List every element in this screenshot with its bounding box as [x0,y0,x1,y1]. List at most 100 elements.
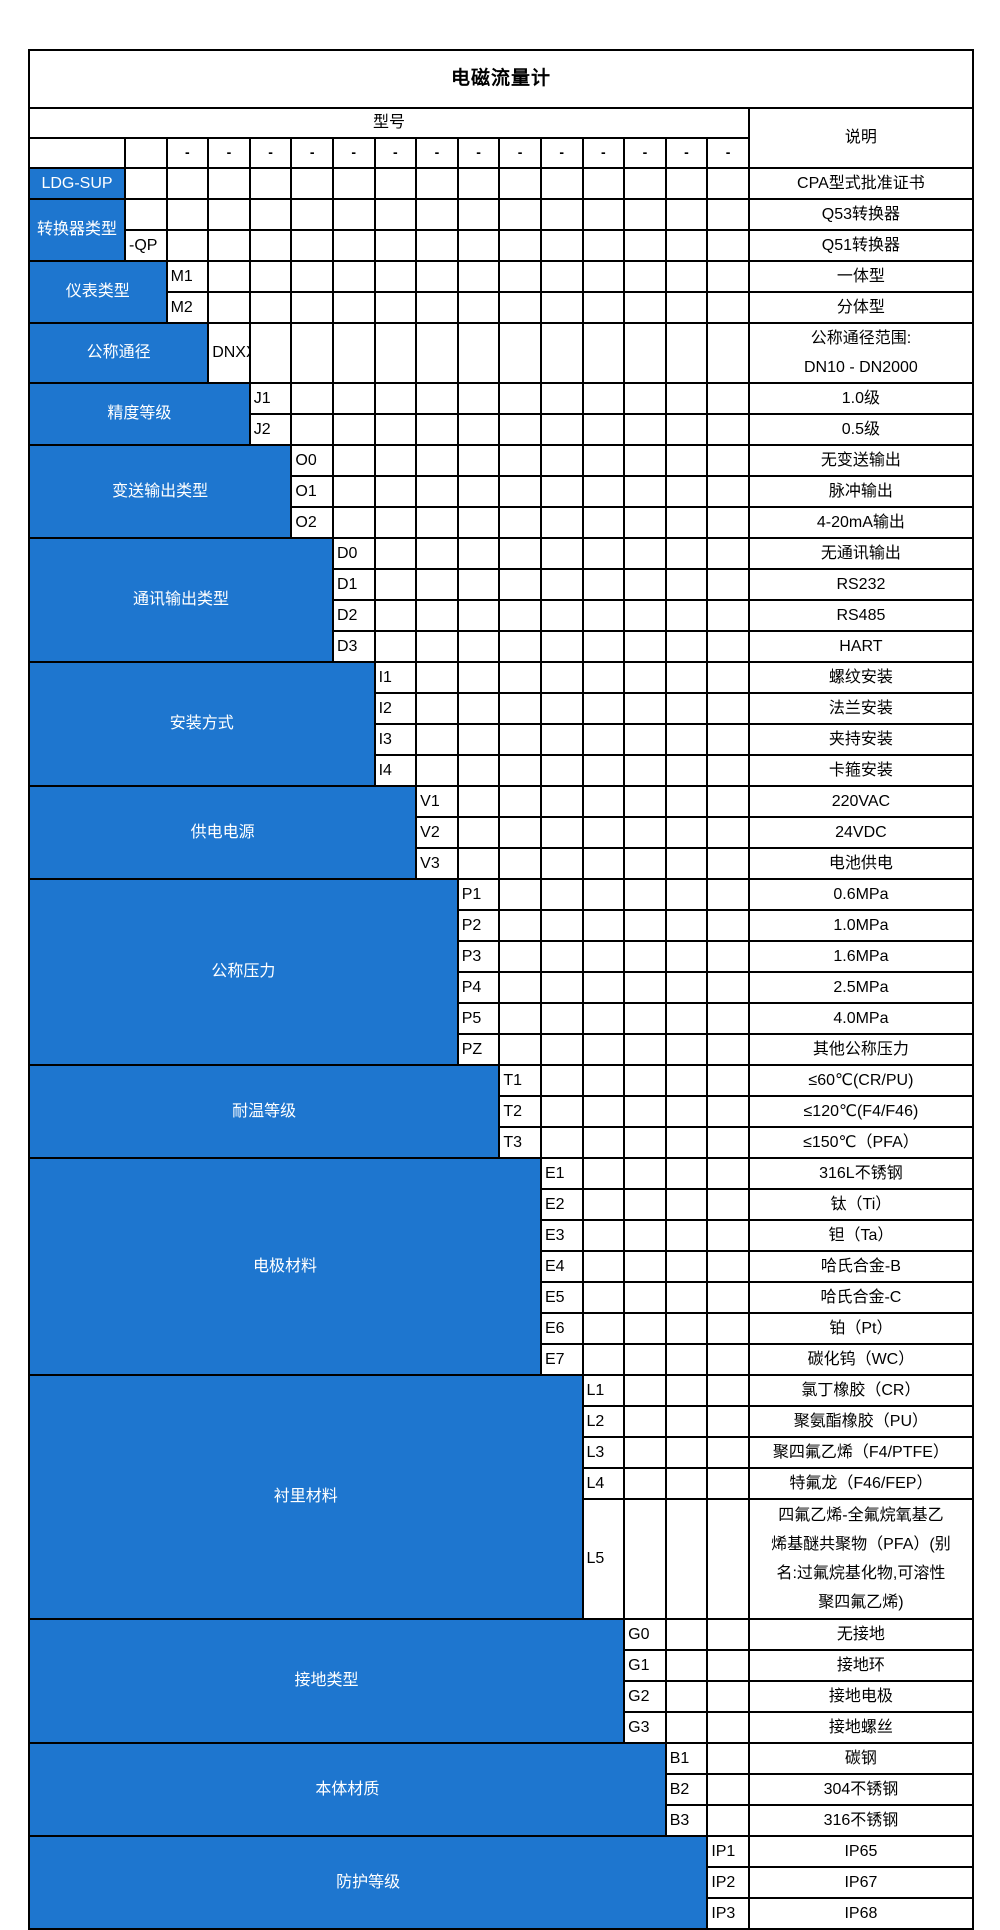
code-cell-j2: J2 [248,413,293,446]
blank-cell [706,1064,750,1097]
table-row: B2 304不锈钢 [29,1773,974,1806]
blank-cell [539,723,584,756]
blank-cell [290,291,334,324]
desc-cell-lining-material-2: 聚四氟乙烯（F4/PTFE） [747,1436,974,1469]
blank-cell [539,1033,584,1066]
code-cell-o1: O1 [290,475,334,508]
blank-cell [664,291,709,324]
desc-cell-body-material-2: 316不锈钢 [747,1804,974,1837]
blank-cell [248,322,293,384]
category-cell-comm-output-type: 通讯输出类型 [28,537,334,663]
blank-cell [623,506,667,539]
desc-cell-grounding-type-2: 接地电极 [747,1680,974,1713]
blank-cell [706,1095,750,1128]
desc-cell-comm-output-type-2: RS485 [747,599,974,632]
code-cell-b1: B1 [664,1742,709,1775]
code-cell-pz: PZ [456,1033,501,1066]
blank-cell [664,444,709,477]
blank-cell [415,568,459,601]
blank-cell [623,1126,667,1159]
blank-cell [373,260,418,293]
desc-cell-installation-type-3: 卡箍安装 [747,754,974,787]
blank-cell [373,167,418,200]
blank-cell [415,723,459,756]
table-row: 公称通径DNXX 公称通径范围:DN10 - DN2000 [27,322,974,384]
blank-cell [456,198,501,231]
blank-cell [248,198,293,231]
blank-cell [539,940,584,973]
code-cell-g1: G1 [623,1649,667,1682]
title-row: 电磁流量计 [28,49,974,109]
code-cell-g2: G2 [623,1680,667,1713]
desc-cell-converter-type-1: Q51转换器 [747,229,974,262]
blank-cell [581,630,626,663]
blank-cell [623,1002,667,1035]
blank-cell [331,413,376,446]
blank-cell [706,599,750,632]
desc-cell-temperature-class-1: ≤120℃(F4/F46) [747,1095,974,1128]
blank-cell [539,909,584,942]
blank-cell [706,475,750,508]
table-row: -QP Q51转换器 [29,229,974,262]
table-row: E2 钛（Ti） [29,1188,974,1221]
blank-cell [373,198,418,231]
blank-cell [581,198,626,231]
blank-cell [498,723,542,756]
blank-cell [664,1711,709,1744]
blank-cell [664,971,709,1004]
blank-cell [539,382,584,415]
blank-cell [415,506,459,539]
blank-cell [664,382,709,415]
desc-cell-model-prefix-0: CPA型式批准证书 [747,167,974,200]
dash-cell: - [456,137,501,169]
blank-cell [623,1033,667,1066]
blank-cell [623,599,667,632]
blank-cell [373,599,418,632]
blank-cell [456,599,501,632]
code-cell-m2: M2 [165,291,210,324]
dash-cell: - [706,137,750,169]
blank-cell [664,229,709,262]
dash-cell: - [581,137,626,169]
blank-cell [539,537,584,570]
blank-cell [539,1064,584,1097]
category-cell-converter-type: 转换器类型 [28,198,126,262]
blank-cell [623,1374,667,1407]
blank-cell [706,971,750,1004]
category-cell-model-prefix: LDG-SUP [28,167,126,200]
blank-cell [539,568,584,601]
table-row: 精度等级 J1 1.0级 [28,382,974,446]
table-row: V2 24VDC [29,816,974,849]
page-title: 电磁流量计 [28,49,974,109]
blank-cell [498,785,542,818]
blank-cell [124,137,168,169]
blank-cell [664,816,709,849]
blank-cell [373,382,418,415]
description-header-cell: 说明 [747,107,974,169]
blank-cell [539,198,584,231]
blank-cell [456,568,501,601]
blank-cell [581,475,626,508]
category-cell-electrode-material: 电极材料 [28,1157,542,1376]
blank-cell [415,754,459,787]
desc-cell-installation-type-0: 螺纹安装 [747,661,974,694]
blank-cell [706,1219,750,1252]
desc-cell-temperature-class-0: ≤60℃(CR/PU) [747,1064,974,1097]
blank-cell [664,1405,709,1438]
code-cell-o0: O0 [290,444,334,477]
blank-cell [664,475,709,508]
blank-cell [248,229,293,262]
blank-cell [623,754,667,787]
blank-cell [664,322,709,384]
blank-cell [498,1002,542,1035]
desc-cell-nominal-pressure-2: 1.6MPa [747,940,974,973]
blank-cell [498,475,542,508]
code-cell-e7: E7 [539,1343,584,1376]
blank-cell [623,413,667,446]
blank-cell [706,1467,750,1500]
category-cell-protection-class: 防护等级 [27,1835,709,1930]
desc-cell-body-material-1: 304不锈钢 [747,1773,974,1806]
desc-cell-converter-type-0: Q53转换器 [747,198,974,231]
spec-table-body: 电磁流量计 型号 说明 - - - - - - - - - - - - - - LDG-SUP CPA型式批准… [27,49,974,1930]
blank-cell [539,413,584,446]
